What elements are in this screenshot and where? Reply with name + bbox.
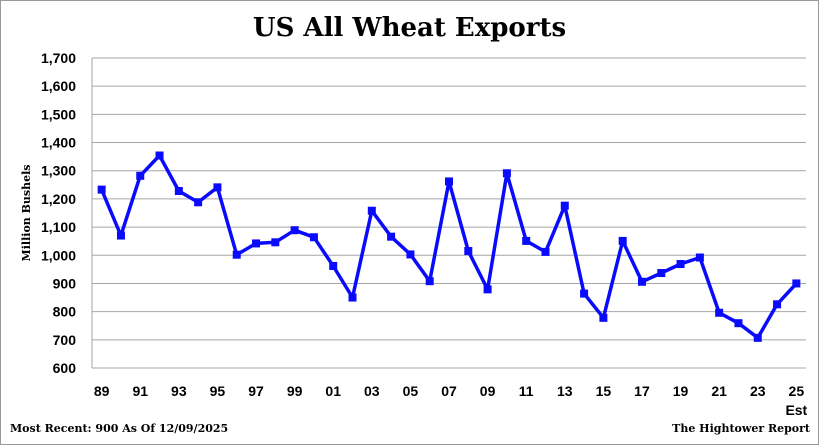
data-point (155, 151, 164, 160)
y-tick-label: 900 (53, 275, 77, 291)
data-point (715, 308, 724, 317)
x-tick-label: 07 (441, 383, 457, 399)
data-point (252, 239, 261, 248)
x-tick-label: 95 (210, 383, 226, 399)
data-point (502, 169, 511, 178)
data-point (136, 171, 145, 180)
data-point (445, 177, 453, 186)
x-tick-label: 01 (325, 383, 341, 399)
data-point (541, 247, 550, 256)
x-tick-label: 21 (711, 383, 727, 399)
x-tick-label: 11 (519, 383, 534, 399)
x-tick-label: 25 (789, 383, 805, 399)
footer-most-recent: Most Recent: 900 As Of 12/09/2025 (10, 422, 228, 435)
x-tick-label: 99 (287, 383, 303, 399)
x-tick-label: 19 (673, 383, 689, 399)
y-tick-label: 1,500 (41, 106, 76, 122)
x-tick-label: 93 (171, 383, 187, 399)
y-tick-label: 1,400 (41, 135, 76, 151)
data-point (483, 285, 492, 294)
data-point (213, 183, 222, 192)
x-tick-label: 23 (750, 383, 766, 399)
data-point (232, 250, 241, 259)
data-point (657, 269, 666, 278)
x-tick-label: 09 (480, 383, 496, 399)
y-tick-label: 1,300 (41, 163, 76, 179)
x-tick-labels: 89 91 93 95 97 99 01 03 05 07 09 11 13 15 17 19 21 23 25 Es… (94, 383, 808, 418)
data-point (753, 333, 762, 342)
y-tick-label: 700 (53, 332, 77, 348)
y-tick-label: 1,200 (41, 191, 76, 207)
x-tick-label: 91 (132, 383, 148, 399)
y-tick-label: 800 (53, 304, 77, 320)
data-point (406, 250, 415, 259)
data-point (329, 261, 338, 270)
y-axis-label: Million Bushels (20, 165, 33, 262)
gridlines (91, 57, 806, 369)
data-point (387, 232, 396, 241)
data-point (773, 300, 782, 309)
data-point (309, 233, 318, 242)
chart-title: US All Wheat Exports (253, 13, 566, 43)
x-tick-label: 15 (596, 383, 612, 399)
data-point (676, 260, 685, 269)
x-tick-label: 05 (403, 383, 419, 399)
x-tick-label: 97 (248, 383, 264, 399)
series-exports (97, 151, 801, 342)
data-point (580, 289, 589, 298)
data-point (271, 238, 280, 247)
data-point (618, 236, 627, 245)
y-tick-label: 1,000 (41, 247, 76, 263)
data-point (792, 279, 801, 288)
data-point (522, 236, 531, 245)
x-tick-label: 89 (94, 383, 110, 399)
data-point (734, 319, 743, 328)
data-point (116, 231, 125, 240)
x-tick-sublabel: Est (785, 402, 807, 418)
y-tick-label: 600 (53, 360, 77, 376)
x-tick-label: 03 (364, 383, 380, 399)
y-tick-label: 1,100 (41, 219, 76, 235)
x-tick-label: 13 (557, 383, 573, 399)
data-point (560, 201, 569, 210)
y-tick-label: 1,600 (41, 78, 76, 94)
data-point (348, 293, 357, 302)
data-point (367, 206, 376, 215)
data-point (425, 277, 434, 286)
data-point (599, 313, 608, 322)
y-tick-labels: 600 700 800 900 1,000 1,100 1,200 1,300 1,400 1,5… (41, 50, 76, 376)
data-point (174, 187, 183, 196)
data-point (464, 247, 473, 256)
data-point (695, 253, 704, 262)
footer-source: The Hightower Report (672, 422, 811, 435)
data-point (194, 198, 203, 207)
data-point (97, 185, 106, 194)
y-tick-label: 1,700 (41, 50, 76, 66)
data-point (290, 226, 299, 235)
x-tick-label: 17 (634, 383, 650, 399)
data-point (637, 277, 646, 286)
